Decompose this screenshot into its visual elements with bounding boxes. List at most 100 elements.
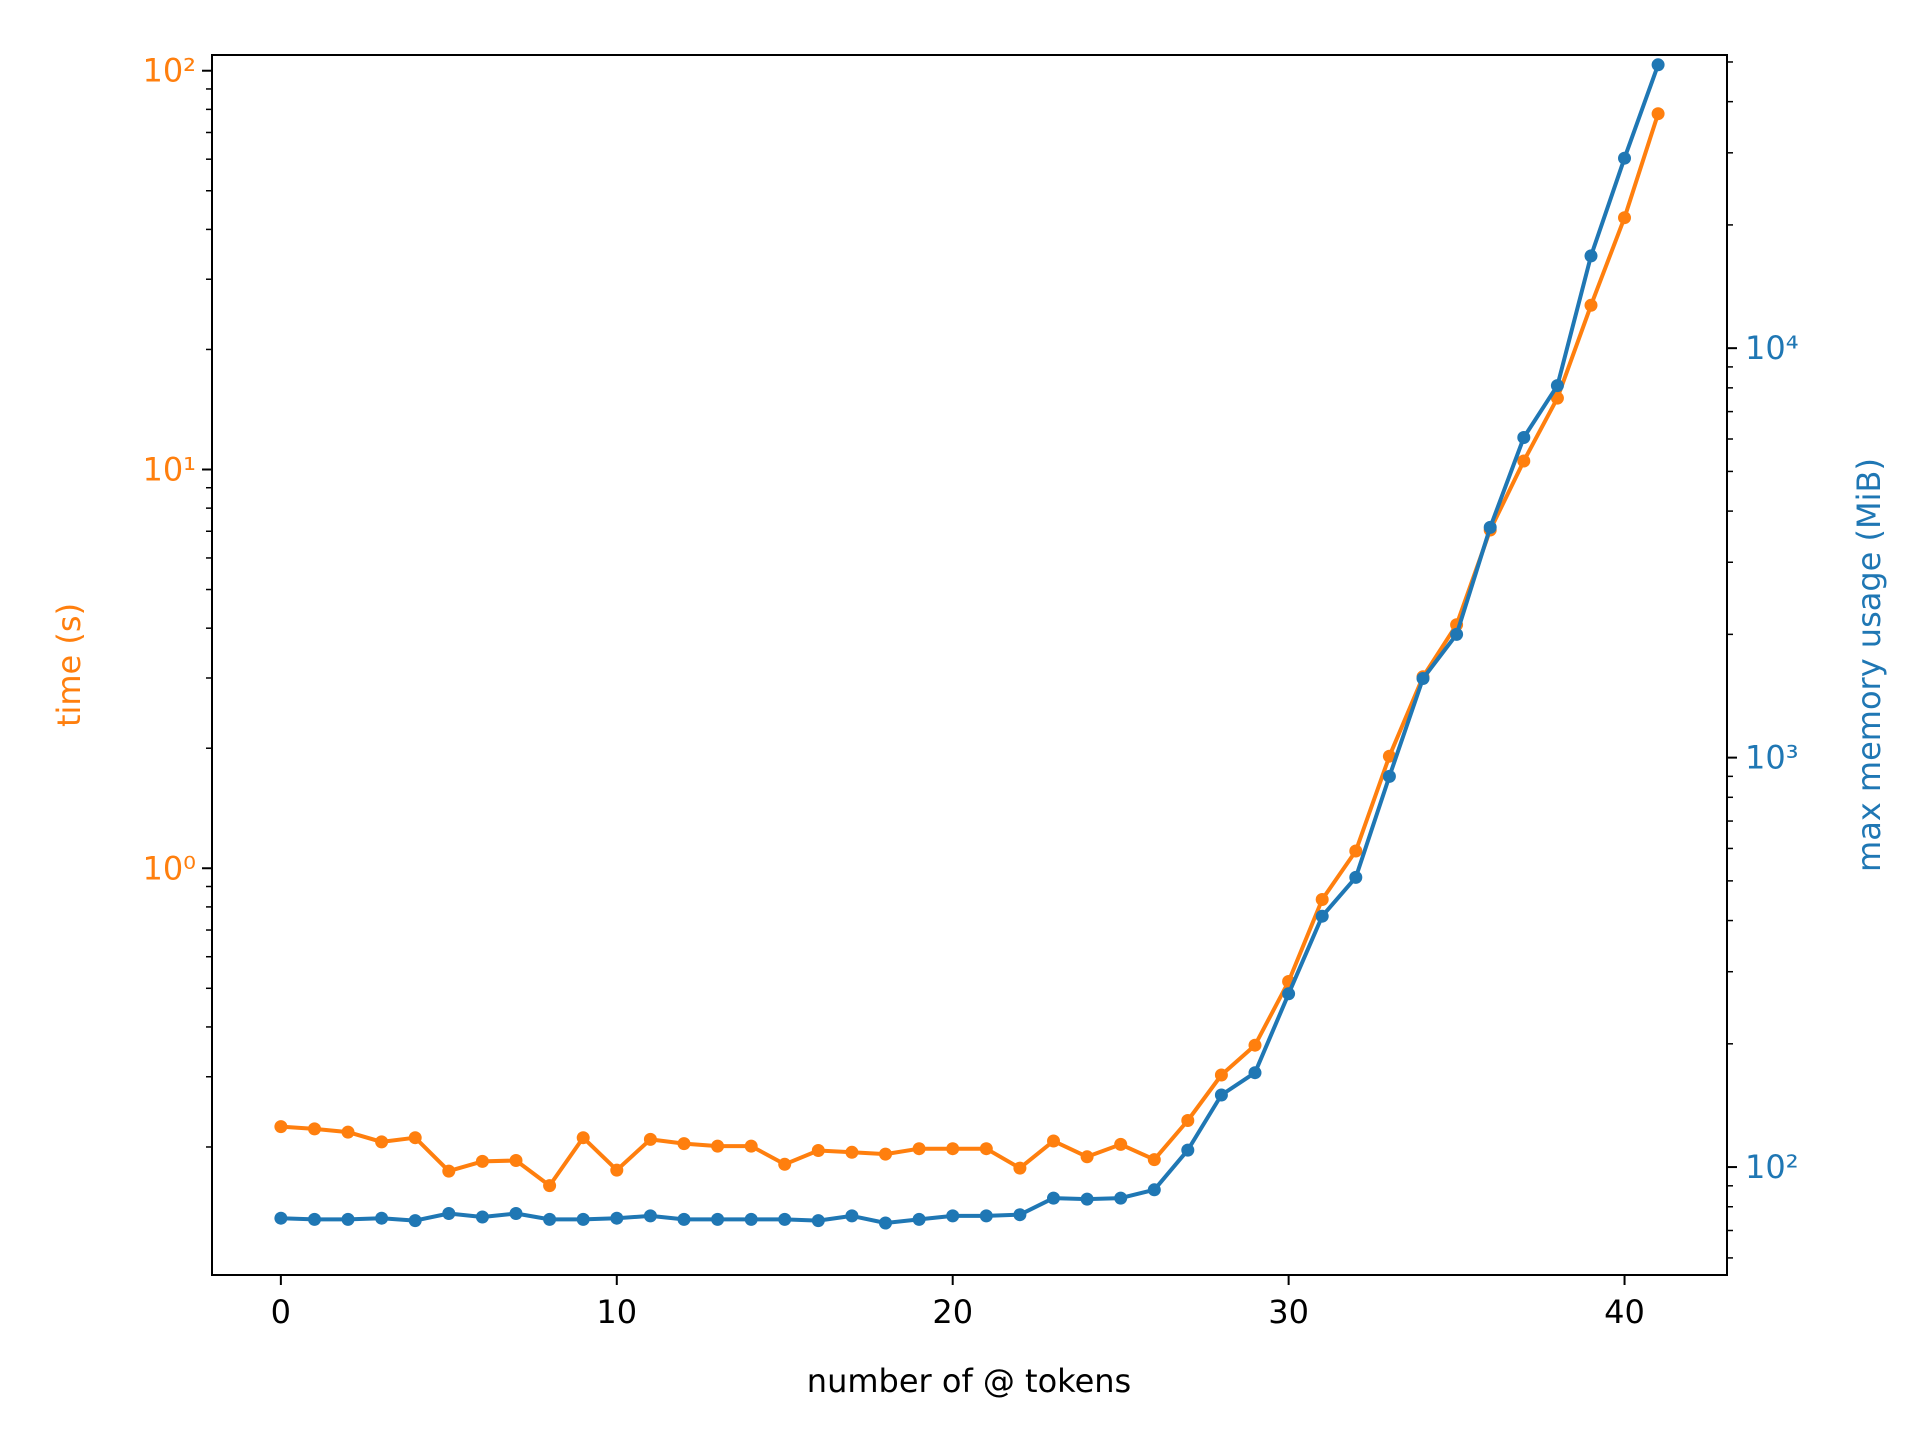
data-point <box>946 1142 960 1156</box>
data-point <box>1349 844 1363 858</box>
data-point <box>1147 1183 1161 1197</box>
data-point <box>1618 211 1631 225</box>
data-point <box>778 1157 792 1171</box>
data-point <box>610 1163 624 1177</box>
data-point <box>1047 1191 1060 1205</box>
data-point <box>341 1212 355 1226</box>
data-point <box>879 1216 892 1230</box>
data-point <box>1080 1192 1094 1206</box>
plot-frame <box>211 54 1728 1276</box>
data-point <box>677 1137 691 1151</box>
data-point <box>912 1142 926 1156</box>
data-point <box>375 1135 389 1149</box>
data-point <box>1147 1153 1161 1167</box>
data-point <box>979 1142 993 1156</box>
y-tick-label: 10⁰ <box>142 849 196 887</box>
data-point <box>1080 1150 1094 1164</box>
data-point <box>711 1139 725 1153</box>
data-point <box>879 1147 892 1161</box>
data-point <box>308 1212 321 1226</box>
data-point <box>1416 672 1430 685</box>
y-tick-label: 10¹ <box>142 450 196 488</box>
data-point <box>1315 909 1329 923</box>
data-point <box>643 1209 657 1223</box>
data-point <box>1047 1134 1060 1148</box>
data-point <box>1282 987 1296 1001</box>
data-point <box>509 1207 523 1220</box>
data-point <box>442 1164 456 1178</box>
data-point <box>811 1144 825 1157</box>
data-point <box>711 1212 725 1226</box>
data-point <box>509 1154 523 1167</box>
data-point <box>1550 379 1564 393</box>
data-point <box>1618 151 1631 165</box>
data-point <box>543 1212 557 1226</box>
x-tick-label: 20 <box>932 1293 973 1331</box>
data-point <box>442 1207 456 1220</box>
data-point <box>811 1214 825 1228</box>
data-point <box>845 1209 859 1223</box>
right-y-axis-label: max memory usage (MiB) <box>1850 458 1888 872</box>
data-point <box>543 1179 557 1193</box>
data-point <box>1584 298 1598 312</box>
data-point <box>341 1125 355 1139</box>
data-point <box>1315 893 1329 906</box>
data-point <box>845 1145 859 1159</box>
memory-series <box>274 58 1665 1230</box>
data-point <box>1349 870 1363 884</box>
data-point <box>1382 749 1396 763</box>
data-point <box>1651 107 1665 121</box>
data-point <box>408 1131 422 1145</box>
series-layer <box>274 58 1665 1230</box>
data-point <box>1382 769 1396 783</box>
data-point <box>778 1212 792 1226</box>
data-point <box>1013 1208 1027 1222</box>
data-point <box>274 1211 288 1225</box>
data-point <box>1450 627 1464 641</box>
left-y-axis-label: time (s) <box>50 603 88 727</box>
data-point <box>744 1212 758 1226</box>
data-point <box>1114 1137 1128 1151</box>
data-point <box>1013 1161 1027 1175</box>
left-y-axis-ticks: 10⁰ 10¹ 10² <box>142 52 212 1148</box>
data-point <box>1517 431 1531 444</box>
data-point <box>1214 1088 1228 1102</box>
data-point <box>1181 1143 1195 1157</box>
data-point <box>1248 1066 1262 1080</box>
data-point <box>408 1214 422 1228</box>
x-tick-label: 0 <box>271 1293 291 1331</box>
y-tick-label: 10⁴ <box>1745 329 1799 367</box>
data-point <box>1181 1114 1195 1127</box>
x-tick-label: 40 <box>1604 1293 1645 1331</box>
x-axis-label: number of @ tokens <box>807 1362 1131 1400</box>
data-point <box>576 1131 590 1145</box>
x-tick-label: 30 <box>1268 1293 1309 1331</box>
data-point <box>1584 249 1598 263</box>
data-point <box>979 1209 993 1223</box>
data-point <box>1214 1068 1228 1082</box>
data-point <box>576 1212 590 1226</box>
data-point <box>1483 520 1497 534</box>
data-point <box>744 1139 758 1153</box>
data-point <box>274 1120 288 1134</box>
data-point <box>308 1122 321 1136</box>
y-tick-label: 10² <box>1745 1148 1799 1186</box>
data-point <box>946 1209 960 1223</box>
data-point <box>1651 58 1665 72</box>
right-y-axis-ticks: 10² 10³ 10⁴ <box>1727 61 1799 1259</box>
y-tick-label: 10³ <box>1745 739 1799 777</box>
data-point <box>677 1212 691 1226</box>
data-point <box>475 1154 489 1168</box>
data-point <box>610 1211 624 1225</box>
y-tick-label: 10² <box>142 52 196 90</box>
data-point <box>1114 1191 1128 1205</box>
data-point <box>1550 391 1564 405</box>
data-point <box>475 1210 489 1224</box>
x-tick-label: 10 <box>596 1293 637 1331</box>
data-point <box>912 1212 926 1226</box>
data-point <box>1517 454 1531 468</box>
data-point <box>375 1211 389 1225</box>
data-point <box>643 1132 657 1146</box>
